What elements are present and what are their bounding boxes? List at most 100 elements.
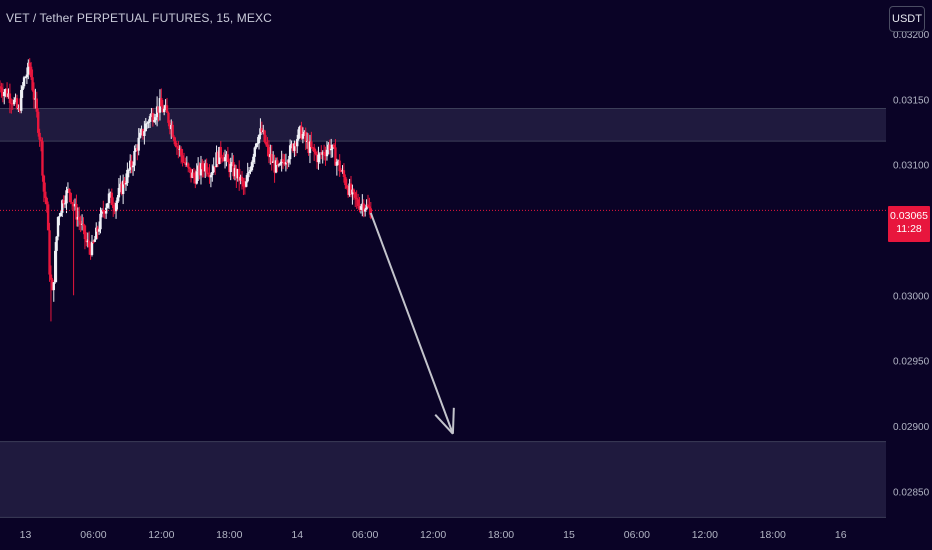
candle-body — [298, 126, 302, 130]
candle-body — [276, 160, 279, 166]
candle-body — [63, 203, 67, 205]
candle-body — [179, 148, 183, 156]
candle-body — [34, 98, 37, 100]
candle-body — [345, 185, 348, 189]
candle-body — [153, 120, 156, 122]
candle-body — [161, 106, 164, 113]
candle-body — [109, 192, 112, 194]
candle-body — [87, 240, 91, 248]
price-axis[interactable]: 0.03200 0.03150 0.03100 0.03000 0.02950 0.029… — [893, 30, 930, 498]
time-tick-label: 18:00 — [488, 529, 514, 541]
candle-body — [38, 132, 41, 140]
candle-body — [160, 98, 163, 107]
candle-body — [349, 183, 353, 195]
time-tick-label: 06:00 — [352, 529, 378, 541]
candle-body — [254, 143, 258, 148]
price-tick-label: 0.02850 — [893, 487, 930, 498]
candle-body — [194, 177, 197, 184]
candle-body — [42, 175, 46, 192]
candle-body — [41, 141, 44, 176]
candle-body — [138, 132, 142, 138]
time-tick-label: 18:00 — [216, 529, 242, 541]
last-price-value: 0.03065 — [890, 210, 928, 222]
candle-body — [192, 172, 196, 178]
candle-body — [154, 117, 157, 121]
candle-body — [362, 203, 365, 212]
candle-body — [243, 186, 247, 188]
candle-body — [79, 220, 82, 225]
candle-body — [99, 213, 102, 230]
candle-body — [144, 123, 147, 132]
candle-body — [59, 212, 63, 217]
candle-body — [356, 199, 360, 207]
candle-body — [168, 122, 172, 130]
candle-body — [15, 98, 19, 109]
candle-body — [313, 147, 316, 152]
candle-body — [53, 250, 57, 283]
candle-body — [157, 106, 160, 113]
candle-body — [257, 135, 261, 144]
candle-body — [78, 216, 81, 221]
supply-demand-zone — [0, 108, 886, 142]
candle-body — [89, 247, 92, 255]
currency-button[interactable]: USDT — [889, 6, 925, 32]
candle-body — [366, 204, 370, 207]
candle-body — [8, 93, 12, 104]
candle-body — [247, 171, 251, 174]
candle-body — [66, 188, 70, 191]
candle-body — [45, 197, 48, 205]
candle-body — [264, 142, 268, 145]
candle-body — [127, 169, 130, 171]
candle-body — [82, 223, 85, 226]
candle-body — [102, 210, 105, 212]
candle-body — [252, 156, 255, 163]
candle-body — [178, 148, 181, 150]
candle-body — [284, 162, 288, 165]
candle-body — [233, 168, 237, 177]
candle-body — [222, 157, 225, 162]
candle-body — [155, 106, 159, 118]
candle-body — [236, 169, 239, 179]
candle-body — [151, 113, 155, 122]
candle-body — [352, 189, 356, 193]
price-tick-label: 0.03150 — [893, 95, 930, 106]
candle-body — [279, 163, 282, 165]
candle-body — [280, 159, 283, 164]
price-tick-label: 0.03100 — [893, 161, 930, 172]
candle-body — [296, 139, 299, 147]
candle-body — [351, 189, 354, 195]
candle-body — [29, 66, 33, 78]
arrow-head-stroke — [434, 414, 454, 435]
time-tick-label: 16 — [835, 529, 847, 541]
candle-body — [162, 108, 166, 113]
candle-body — [202, 169, 206, 172]
candle-body — [93, 239, 97, 242]
candle-body — [253, 147, 256, 157]
bar-countdown: 11:28 — [896, 223, 922, 235]
arrow-head-stroke — [451, 407, 455, 434]
candle-body — [126, 169, 129, 184]
candle-body — [368, 206, 371, 209]
candle-body — [359, 206, 363, 211]
candle-body — [69, 192, 72, 203]
candle-body — [213, 166, 217, 168]
candle-body — [114, 202, 118, 212]
candle-body — [287, 159, 290, 163]
candle-body — [117, 187, 121, 198]
time-tick-label: 12:00 — [148, 529, 174, 541]
candle-body — [339, 171, 343, 173]
candle-body — [308, 141, 312, 153]
time-tick-label: 18:00 — [760, 529, 786, 541]
candle-body — [51, 279, 54, 291]
candle-body — [120, 183, 123, 194]
time-axis[interactable]: 13 06:00 12:00 18:00 14 06:00 12:00 18:00 15 06:0… — [20, 529, 847, 541]
candle-body — [201, 163, 204, 170]
candle-body — [7, 93, 10, 97]
price-tick-label: 0.03000 — [893, 291, 930, 302]
candle-body — [80, 223, 84, 225]
candle-body — [73, 203, 77, 207]
candle-body — [14, 98, 17, 100]
candle-body — [271, 161, 275, 163]
candle-body — [293, 143, 296, 151]
